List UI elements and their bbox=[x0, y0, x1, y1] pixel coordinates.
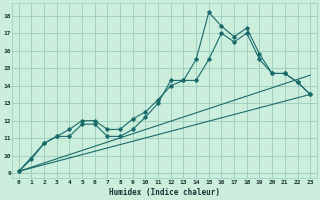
X-axis label: Humidex (Indice chaleur): Humidex (Indice chaleur) bbox=[109, 188, 220, 197]
